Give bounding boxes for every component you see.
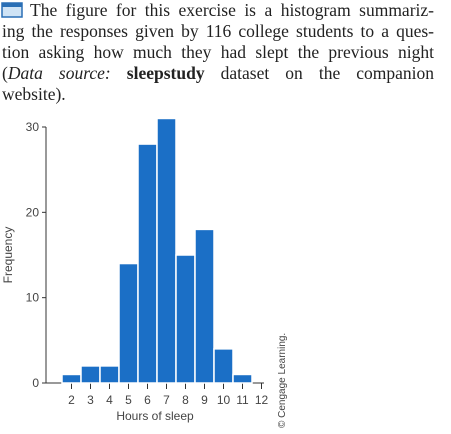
x-tick-label: 10 bbox=[217, 393, 231, 407]
bar bbox=[194, 228, 215, 384]
x-tick-label: 4 bbox=[106, 393, 113, 407]
y-tick-label: 0 bbox=[32, 376, 39, 390]
text-line: (Data source: sleepstudy dataset on the … bbox=[2, 63, 434, 84]
bar bbox=[137, 143, 158, 384]
text-line: The figure for this exercise is a histog… bbox=[30, 0, 434, 20]
bar bbox=[80, 365, 101, 384]
x-tick-label: 2 bbox=[68, 393, 75, 407]
x-tick-label: 12 bbox=[255, 393, 269, 407]
exercise-text: The figure for this exercise is a histog… bbox=[2, 0, 434, 105]
bar bbox=[213, 348, 234, 384]
x-tick-label: 11 bbox=[236, 393, 249, 407]
bar bbox=[232, 373, 253, 384]
text-line: ing the responses given by 116 college s… bbox=[2, 21, 434, 41]
bar bbox=[175, 254, 196, 384]
x-tick-label: 3 bbox=[87, 393, 94, 407]
x-axis-label: Hours of sleep bbox=[116, 409, 194, 423]
bar bbox=[61, 373, 82, 384]
source-rest: dataset on the companion bbox=[220, 63, 435, 83]
y-axis-label: Frequency bbox=[1, 227, 15, 284]
exercise-icon-bar bbox=[2, 3, 22, 7]
x-tick-label: 7 bbox=[163, 393, 170, 407]
y-tick-label: 30 bbox=[26, 120, 40, 134]
text-line: website). bbox=[2, 84, 66, 104]
y-tick-label: 10 bbox=[26, 291, 40, 305]
bar bbox=[156, 117, 177, 384]
x-tick-label: 6 bbox=[144, 393, 151, 407]
x-tick-label: 5 bbox=[125, 393, 132, 407]
paren: ( bbox=[2, 63, 8, 83]
x-tick-label: 9 bbox=[201, 393, 208, 407]
bar bbox=[118, 262, 139, 384]
y-tick-label: 20 bbox=[26, 205, 40, 219]
bar bbox=[99, 365, 120, 384]
text-line: tion asking how much they had slept the … bbox=[2, 42, 434, 62]
source-label: Data source: bbox=[7, 63, 111, 83]
dataset-name: sleepstudy bbox=[126, 63, 205, 83]
x-tick-label: 8 bbox=[182, 393, 189, 407]
credit: © Cengage Learning. bbox=[277, 333, 288, 428]
